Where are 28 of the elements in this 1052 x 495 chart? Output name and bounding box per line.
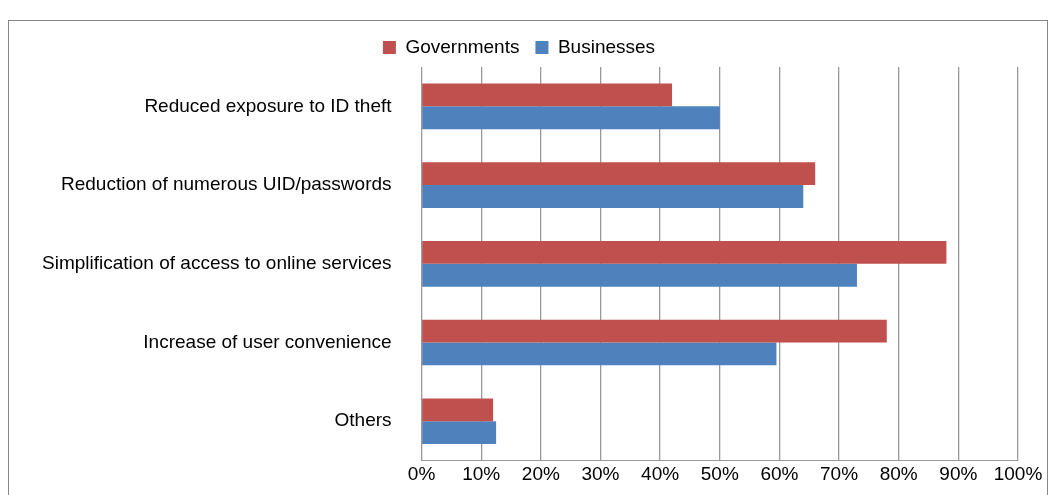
x-tick-label: 60% bbox=[760, 463, 799, 485]
x-tick-label: 20% bbox=[521, 463, 560, 485]
bar bbox=[422, 421, 497, 445]
x-tick-label: 80% bbox=[879, 463, 918, 485]
bar bbox=[422, 83, 673, 107]
y-tick-label: Simplification of access to online services bbox=[42, 252, 392, 274]
bar bbox=[422, 319, 887, 343]
x-tick-label: 30% bbox=[581, 463, 620, 485]
bar bbox=[422, 240, 947, 264]
bar bbox=[422, 185, 804, 208]
x-tick-label: 70% bbox=[820, 463, 859, 485]
x-tick-label: 50% bbox=[700, 463, 739, 485]
x-tick-label: 40% bbox=[641, 463, 680, 485]
y-tick-label: Others bbox=[334, 409, 392, 431]
bar bbox=[422, 162, 816, 186]
y-tick-label: Reduced exposure to ID theft bbox=[144, 94, 393, 116]
y-tick-label: Reduction of numerous UID/passwords bbox=[61, 173, 392, 195]
x-tick-label: 100% bbox=[993, 463, 1043, 485]
bar bbox=[422, 398, 494, 422]
bar bbox=[422, 106, 720, 130]
bar bbox=[422, 342, 777, 366]
x-tick-label: 0% bbox=[407, 463, 436, 485]
y-tick-label: Increase of user convenience bbox=[143, 330, 392, 352]
x-tick-label: 90% bbox=[939, 463, 978, 485]
legend-label: Governments bbox=[405, 35, 520, 57]
x-tick-label: 10% bbox=[462, 463, 501, 485]
legend-label: Businesses bbox=[557, 35, 656, 57]
bar bbox=[422, 263, 857, 287]
